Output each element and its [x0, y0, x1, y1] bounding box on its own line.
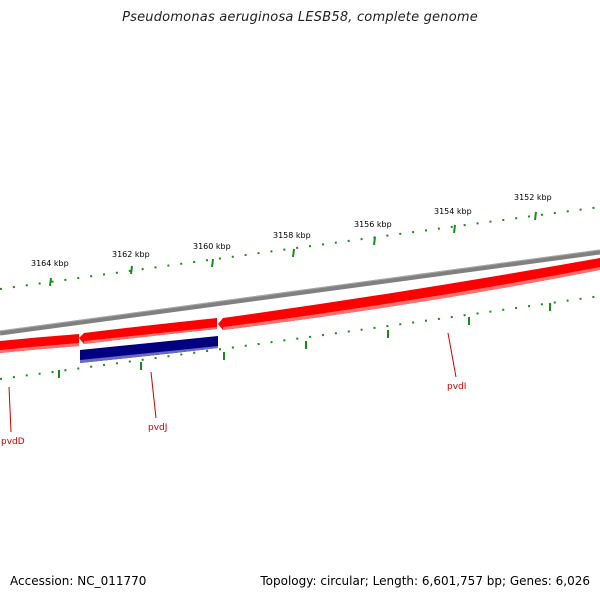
inner-tick-row	[0, 295, 600, 380]
pvdI-leader-line	[447, 332, 457, 378]
gene-label-pvdD[interactable]: pvdD	[1, 437, 25, 447]
major-tick	[534, 211, 537, 221]
gene-forward-segment[interactable]	[79, 318, 217, 344]
map-title: Pseudomonas aeruginosa LESB58, complete …	[122, 10, 478, 25]
genome-backbone	[0, 249, 600, 336]
major-tick	[453, 224, 456, 234]
gene-label-pvdJ[interactable]: pvdJ	[148, 423, 167, 433]
scale-label: 3158 kbp	[273, 231, 311, 240]
major-tick	[292, 248, 295, 258]
genome-summary-text: Topology: circular; Length: 6,601,757 bp…	[260, 574, 590, 588]
scale-label: 3156 kbp	[354, 220, 392, 229]
outer-tick-row	[0, 206, 600, 290]
reverse-gene-track	[80, 336, 218, 363]
major-tick	[130, 265, 133, 275]
gene-pvdI[interactable]	[218, 258, 600, 330]
scale-label: 3152 kbp	[514, 193, 552, 202]
scale-label: 3160 kbp	[193, 242, 231, 251]
scale-label: 3164 kbp	[31, 259, 69, 268]
scale-label: 3154 kbp	[434, 207, 472, 216]
major-tick	[211, 258, 214, 268]
major-tick	[49, 277, 52, 287]
scale-label: 3162 kbp	[112, 250, 150, 259]
pvdD-leader-line	[8, 386, 12, 433]
major-tick	[373, 236, 376, 246]
pvdJ-leader-line	[150, 371, 157, 419]
forward-gene-track	[0, 258, 600, 353]
gene-pvdJ[interactable]	[80, 336, 218, 363]
accession-text: Accession: NC_011770	[10, 574, 147, 588]
gene-label-pvdI[interactable]: pvdI	[447, 382, 466, 392]
genome-backbone-highlight	[0, 249, 600, 332]
